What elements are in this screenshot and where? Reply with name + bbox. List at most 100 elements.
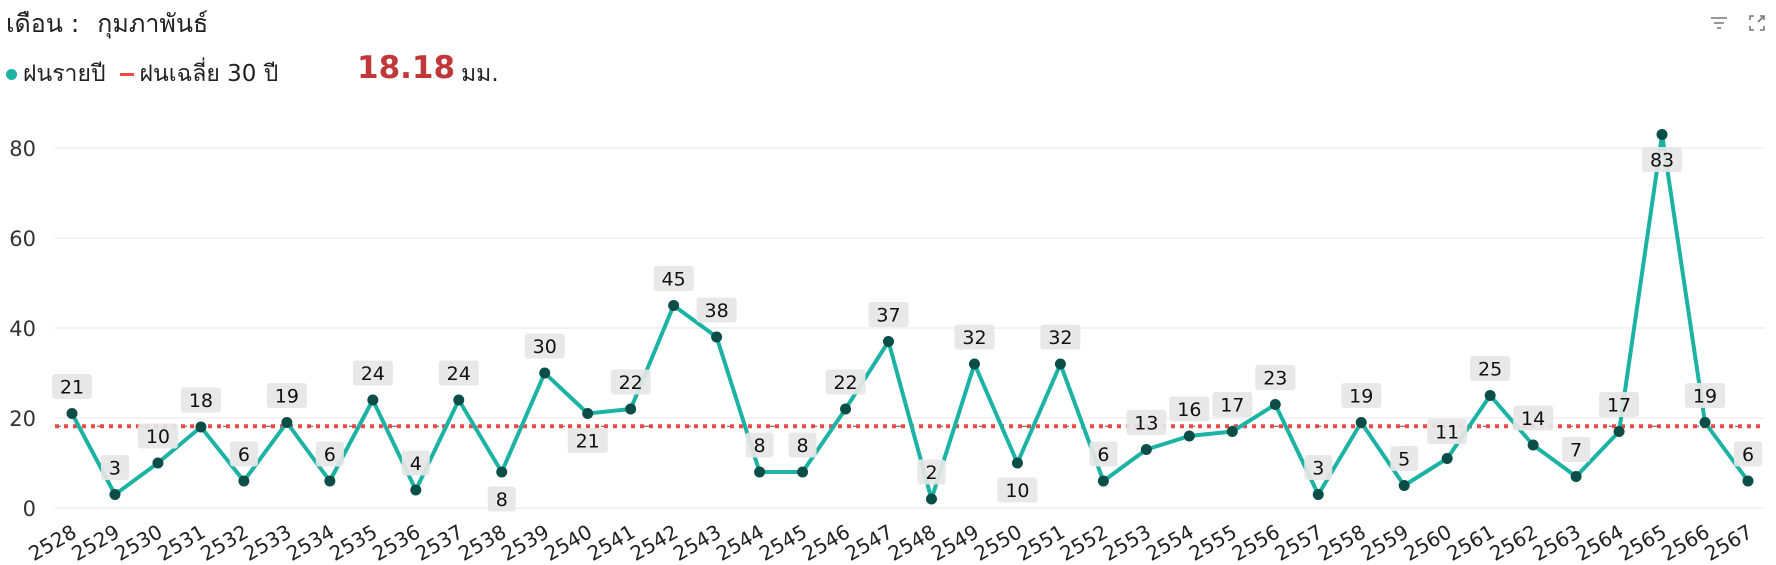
data-point bbox=[625, 403, 637, 415]
data-point bbox=[1441, 453, 1453, 464]
data-label: 21 bbox=[576, 431, 600, 453]
legend-average-label: ฝนเฉลี่ย 30 ปี bbox=[139, 61, 279, 87]
data-point bbox=[496, 466, 508, 478]
data-label: 24 bbox=[361, 363, 385, 385]
month-filter-header: เดือน : กุมภาพันธ์ bbox=[6, 4, 208, 44]
x-tick-label: 2567 bbox=[1700, 520, 1756, 565]
data-label-bg bbox=[487, 486, 516, 512]
data-label-bg bbox=[567, 428, 608, 453]
data-label-bg bbox=[1212, 392, 1253, 417]
y-tick-label: 60 bbox=[9, 227, 36, 251]
data-point bbox=[453, 394, 465, 406]
data-label-bg bbox=[1304, 455, 1333, 480]
data-point bbox=[1613, 426, 1625, 437]
data-label: 18 bbox=[189, 390, 213, 412]
data-point bbox=[1054, 358, 1066, 370]
data-point bbox=[1699, 417, 1711, 428]
data-point bbox=[195, 421, 207, 433]
data-point bbox=[1011, 457, 1023, 469]
data-label: 6 bbox=[1742, 444, 1754, 466]
data-label-bg bbox=[997, 477, 1038, 503]
data-point bbox=[1312, 489, 1324, 500]
data-label: 3 bbox=[1312, 458, 1324, 480]
data-label: 25 bbox=[1478, 359, 1502, 381]
data-label: 83 bbox=[1650, 150, 1674, 172]
data-label: 7 bbox=[1570, 440, 1582, 462]
data-label: 19 bbox=[1349, 386, 1373, 408]
data-label: 23 bbox=[1263, 368, 1287, 390]
data-label: 45 bbox=[662, 269, 686, 291]
data-point bbox=[1484, 390, 1496, 401]
data-point bbox=[1570, 471, 1582, 482]
data-label: 6 bbox=[324, 444, 336, 466]
legend-annual-label: ฝนรายปี bbox=[23, 61, 106, 87]
data-point bbox=[66, 408, 78, 419]
data-point bbox=[1140, 444, 1152, 455]
data-label: 11 bbox=[1435, 422, 1459, 444]
data-label-bg bbox=[1040, 324, 1081, 350]
data-label: 17 bbox=[1220, 395, 1244, 417]
data-point bbox=[1742, 475, 1754, 487]
data-label: 22 bbox=[619, 372, 643, 394]
data-label-bg bbox=[1734, 441, 1762, 467]
data-label-bg bbox=[610, 369, 651, 395]
data-label-bg bbox=[52, 374, 92, 399]
data-label: 5 bbox=[1398, 449, 1410, 471]
data-label-bg bbox=[1599, 392, 1640, 417]
data-label-bg bbox=[825, 369, 866, 395]
data-point bbox=[1527, 439, 1539, 451]
data-label: 10 bbox=[1005, 480, 1029, 502]
data-label: 8 bbox=[496, 489, 508, 511]
data-label-bg bbox=[868, 302, 909, 327]
data-label: 37 bbox=[876, 305, 900, 327]
data-label: 10 bbox=[146, 426, 170, 448]
y-tick-label: 20 bbox=[9, 407, 36, 431]
data-label-bg bbox=[352, 360, 393, 386]
filter-icon[interactable] bbox=[1708, 12, 1730, 34]
data-point bbox=[324, 475, 336, 487]
data-point bbox=[281, 417, 293, 428]
chart-legend: ฝนรายปี ฝนเฉลี่ย 30 ปี bbox=[6, 56, 278, 92]
data-point bbox=[367, 394, 379, 406]
data-label-bg bbox=[1513, 405, 1554, 431]
annual-series-line bbox=[70, 132, 1750, 501]
data-label-bg bbox=[1685, 383, 1726, 408]
data-label: 32 bbox=[1048, 327, 1072, 349]
data-label-bg bbox=[1169, 396, 1210, 422]
data-point bbox=[754, 466, 766, 478]
annual-series-marker bbox=[6, 68, 17, 80]
average-value: 18.18 bbox=[357, 50, 456, 86]
data-label-bg bbox=[1470, 356, 1511, 381]
month-value: กุมภาพันธ์ bbox=[97, 9, 209, 38]
data-point bbox=[968, 358, 980, 370]
data-point bbox=[1097, 475, 1109, 487]
data-label-bg bbox=[1642, 147, 1683, 172]
data-label-bg bbox=[438, 360, 479, 386]
data-label: 21 bbox=[60, 377, 84, 399]
data-label: 6 bbox=[238, 444, 250, 466]
average-series-marker bbox=[119, 72, 134, 76]
data-point bbox=[883, 336, 895, 347]
y-tick-label: 80 bbox=[9, 137, 36, 161]
data-label-bg bbox=[1341, 383, 1382, 408]
data-label-bg bbox=[745, 432, 774, 458]
data-label-bg bbox=[180, 387, 221, 413]
data-label-bg bbox=[229, 441, 258, 467]
data-label: 17 bbox=[1607, 395, 1631, 417]
data-point bbox=[410, 484, 422, 496]
data-label-bg bbox=[1255, 365, 1296, 390]
data-label: 22 bbox=[833, 372, 857, 394]
data-point bbox=[797, 466, 809, 478]
data-point bbox=[711, 331, 723, 343]
data-label: 16 bbox=[1177, 399, 1201, 421]
data-label-bg bbox=[401, 450, 430, 476]
data-label: 38 bbox=[705, 300, 729, 322]
data-label: 6 bbox=[1097, 444, 1109, 466]
data-label: 3 bbox=[109, 458, 121, 480]
data-point bbox=[668, 300, 680, 311]
data-label-bg bbox=[1562, 437, 1591, 462]
data-label-bg bbox=[524, 333, 565, 359]
data-point bbox=[1656, 129, 1668, 140]
expand-icon[interactable] bbox=[1746, 12, 1768, 34]
data-label: 2 bbox=[925, 462, 937, 484]
